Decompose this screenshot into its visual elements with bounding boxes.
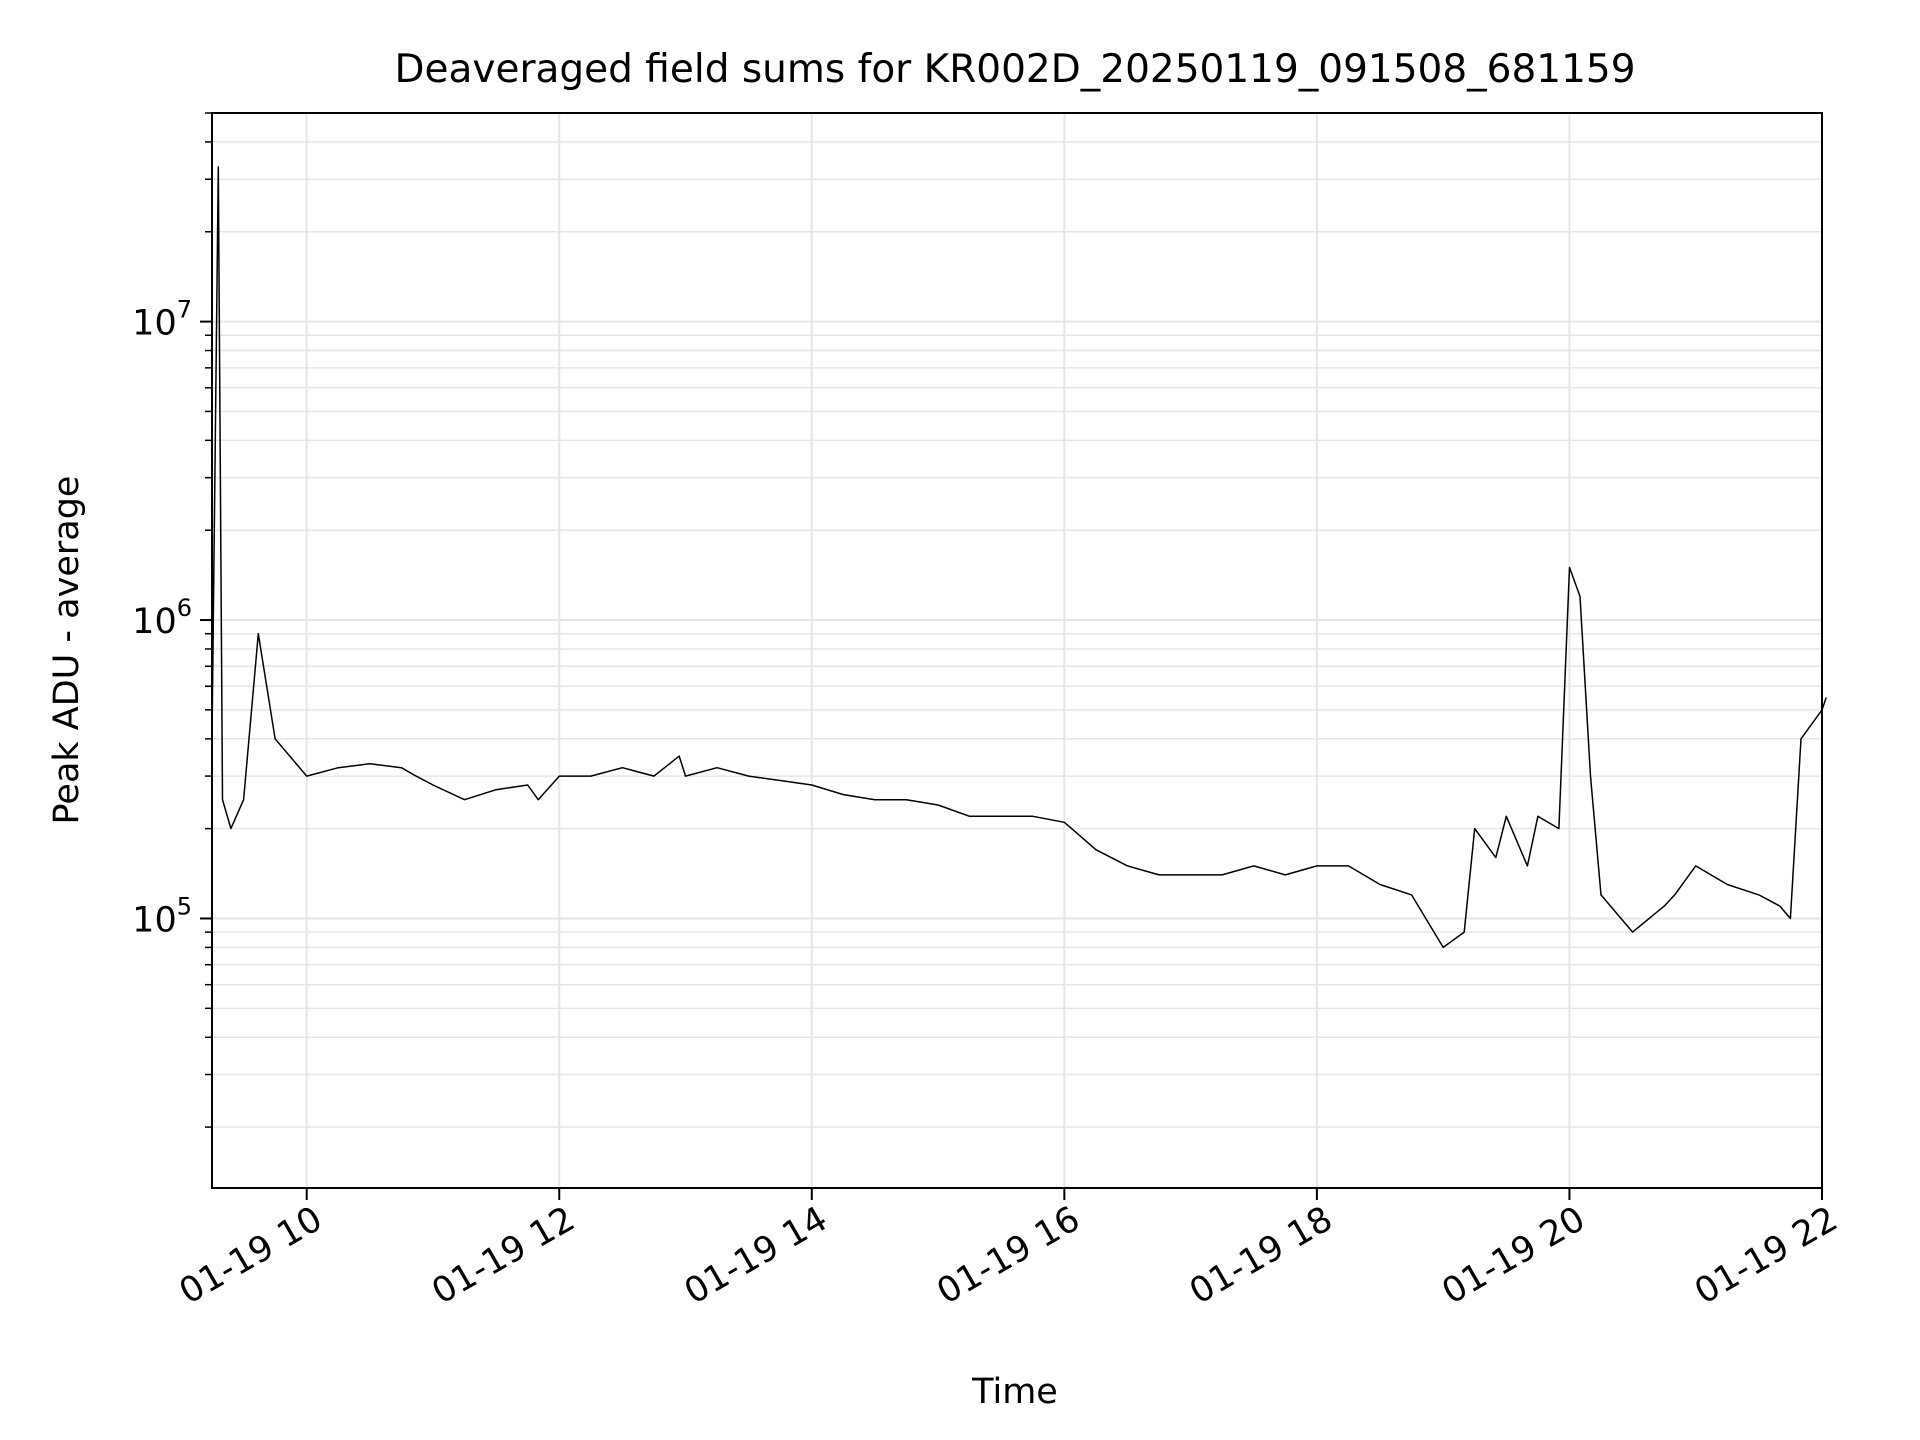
y-tick-label-exponent: 7 (177, 296, 192, 324)
y-tick-label-exponent: 5 (177, 892, 192, 920)
y-tick-label-base: 10 (132, 602, 177, 642)
y-tick-label: 105 (132, 892, 192, 940)
y-tick-label-base: 10 (132, 900, 177, 940)
plot-frame (211, 112, 1823, 1189)
y-tick-label: 106 (132, 594, 192, 642)
chart-title: Deaveraged field sums for KR002D_2025011… (394, 47, 1635, 92)
grid (212, 112, 1823, 1188)
y-tick-label-exponent: 6 (177, 594, 192, 622)
series-line (211, 166, 1827, 949)
series-layer (211, 166, 1827, 949)
y-tick-label: 107 (132, 296, 192, 344)
y-axis-label: Peak ADU - average (47, 476, 87, 825)
x-axis-label: Time (971, 1372, 1058, 1412)
y-tick-label-base: 10 (132, 304, 177, 344)
